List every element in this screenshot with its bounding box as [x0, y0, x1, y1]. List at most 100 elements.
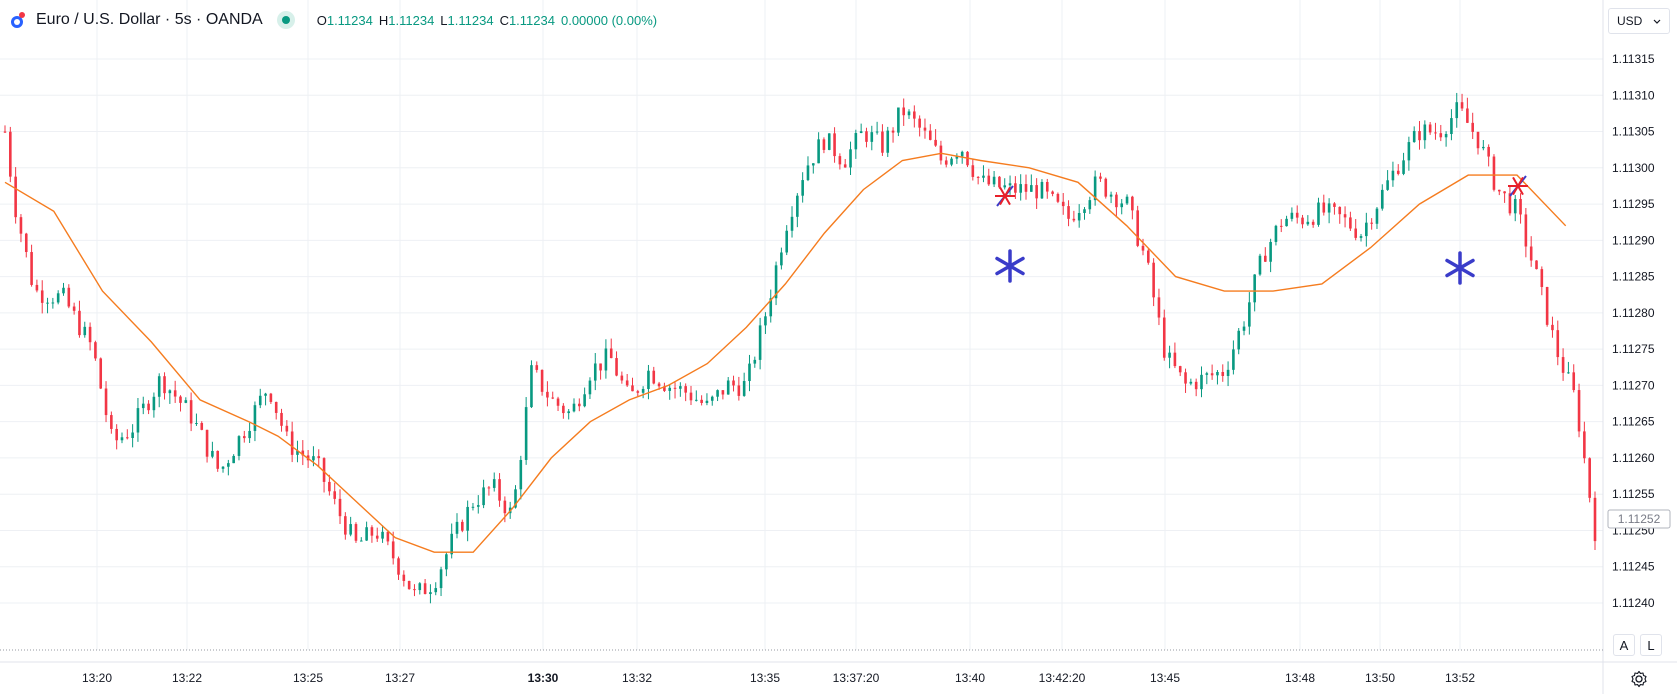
candle-up [1008, 175, 1012, 195]
candle-up [806, 156, 810, 182]
candle-down [599, 363, 602, 380]
candle-down [1396, 164, 1400, 176]
candle-down [1529, 236, 1533, 267]
candle-down [1061, 193, 1065, 215]
price-tick-label: 1.11275 [1612, 342, 1655, 356]
candle-down [205, 429, 209, 463]
candle-down [216, 450, 220, 472]
candle-down [40, 280, 44, 314]
candle-down [1354, 219, 1358, 241]
symbol-title[interactable]: Euro / U.S. Dollar · 5s · OANDA [36, 11, 263, 28]
candle-down [1524, 207, 1528, 258]
candle-up [1019, 174, 1022, 201]
candle-down [1099, 172, 1102, 182]
candle-up [56, 290, 60, 305]
time-axis[interactable]: 13:20 13:22 13:25 13:27 13:30 13:32 13:35 13:37… [82, 671, 1475, 685]
candle-down [1588, 457, 1591, 503]
price-tick-label: 1.11310 [1612, 88, 1655, 102]
candle-down [386, 529, 390, 546]
candle-down [1141, 238, 1145, 256]
price-tick-label: 1.11265 [1612, 415, 1655, 429]
price-tick-label: 1.11315 [1612, 52, 1655, 66]
time-tick-label: 13:48 [1285, 671, 1315, 685]
candle-up [136, 398, 140, 442]
candle-down [971, 158, 975, 181]
candle-down [280, 408, 283, 432]
candle-down [631, 377, 634, 392]
candle-down [1503, 191, 1506, 203]
candle-down [3, 125, 7, 133]
candle-up [764, 312, 767, 334]
auto-scale-button[interactable]: A [1613, 634, 1635, 656]
candle-down [1067, 200, 1070, 227]
logo-icon[interactable] [8, 10, 28, 30]
candle-up [1450, 109, 1453, 141]
candle-down [1264, 247, 1267, 263]
candle-down [923, 118, 927, 139]
candle-up [434, 582, 438, 596]
time-tick-label: 13:25 [293, 671, 323, 685]
live-status-icon [276, 11, 295, 29]
price-tick-label: 1.11270 [1612, 378, 1655, 392]
candle-up [1189, 378, 1193, 386]
asterisk-marker[interactable] [1445, 251, 1475, 285]
candle-up [796, 193, 799, 228]
candles-layer [3, 92, 1597, 604]
candle-down [1370, 218, 1373, 230]
candle-down [1147, 248, 1150, 265]
candle-up [349, 516, 352, 537]
current-price-label: 1.11252 [1607, 509, 1671, 529]
candle-up [790, 206, 794, 238]
candle-down [461, 519, 464, 533]
candle-down [19, 214, 23, 243]
candle-up [168, 389, 172, 404]
log-scale-button[interactable]: L [1640, 634, 1662, 656]
currency-select[interactable]: USD [1608, 8, 1670, 34]
candle-up [1237, 328, 1241, 355]
candle-up [641, 386, 645, 399]
candle-down [1418, 121, 1421, 150]
settings-icon[interactable] [1628, 668, 1650, 690]
candle-up [51, 297, 55, 309]
time-tick-label: 13:27 [385, 671, 415, 685]
candle-up [471, 502, 475, 511]
candle-up [593, 353, 597, 391]
candle-down [1184, 368, 1187, 393]
candle-down [535, 361, 539, 373]
candle-up [753, 356, 757, 368]
candle-up [359, 537, 363, 542]
candle-down [913, 105, 916, 128]
candle-up [1423, 120, 1427, 149]
candle-down [104, 381, 108, 423]
candle-down [966, 151, 969, 168]
candle-up [232, 454, 235, 464]
candle-down [1210, 364, 1214, 380]
candle-down [88, 322, 92, 351]
candle-down [1583, 421, 1586, 464]
candle-down [1035, 178, 1038, 209]
candle-down [578, 398, 581, 412]
candle-up [1455, 92, 1459, 128]
candle-down [1152, 258, 1155, 307]
candle-up [131, 424, 134, 448]
candle-up [870, 125, 874, 151]
chart-grid [0, 0, 1603, 650]
candle-up [875, 121, 879, 135]
candle-up [1412, 126, 1416, 143]
candle-up [248, 422, 251, 444]
candle-down [189, 392, 193, 432]
price-tick-label: 1.11290 [1612, 233, 1655, 247]
cross-marker[interactable] [1508, 175, 1528, 197]
candle-down [147, 400, 150, 415]
candle-up [120, 432, 124, 444]
candle-up [817, 132, 820, 164]
candle-up [1407, 136, 1411, 171]
candle-up [1285, 215, 1288, 227]
candle-down [1157, 288, 1161, 326]
asterisk-marker[interactable] [995, 249, 1025, 283]
price-tick-label: 1.11280 [1612, 306, 1655, 320]
cross-marker[interactable] [995, 185, 1015, 207]
candle-down [822, 137, 826, 154]
candle-up [567, 409, 570, 420]
